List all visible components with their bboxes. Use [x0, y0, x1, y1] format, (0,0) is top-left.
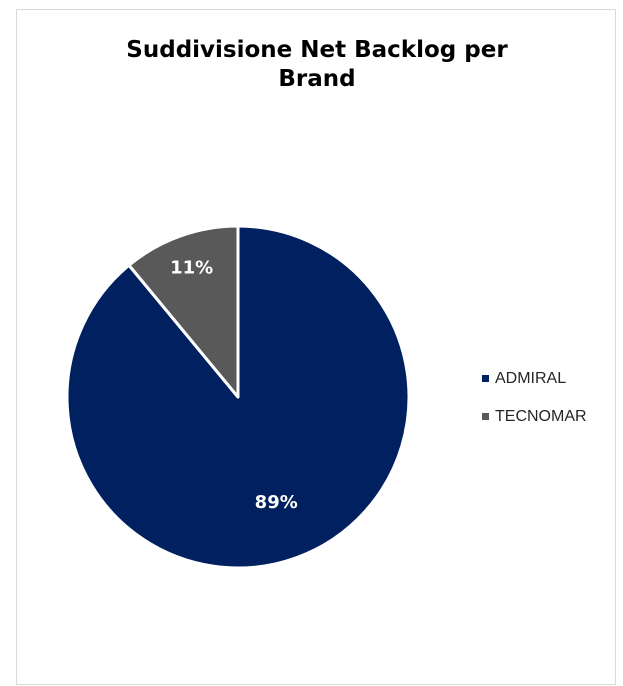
chart-title: Suddivisione Net Backlog per Brand: [17, 36, 617, 94]
pie-slice-tecnomar: [127, 224, 240, 399]
chart-title-line-2: Brand: [278, 66, 356, 92]
legend-swatch-tecnomar: [482, 413, 489, 420]
pie-slice-admiral: [65, 224, 411, 570]
pie-slices: [65, 224, 411, 570]
data-label-admiral: 89%: [255, 492, 298, 513]
legend-swatch-admiral: [482, 375, 489, 382]
data-label-tecnomar: 11%: [170, 257, 213, 278]
legend-label-admiral: ADMIRAL: [495, 370, 566, 387]
chart-title-line-1: Suddivisione Net Backlog per: [126, 37, 508, 63]
legend-label-tecnomar: TECNOMAR: [495, 408, 587, 425]
pie-data-labels: 89% 11%: [170, 257, 298, 513]
legend: ADMIRAL TECNOMAR: [482, 370, 587, 425]
